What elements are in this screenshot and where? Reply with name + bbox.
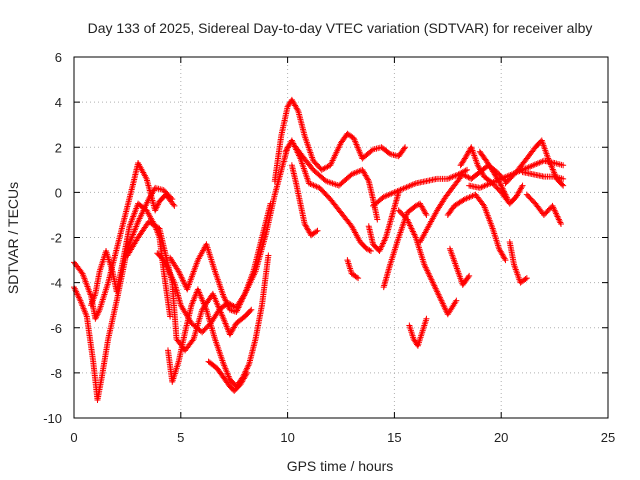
data-point xyxy=(466,272,473,279)
data-point xyxy=(453,297,460,304)
series-track-23 xyxy=(444,191,509,264)
data-point xyxy=(559,181,566,188)
data-point xyxy=(464,166,471,173)
data-point xyxy=(294,106,301,113)
series-track-13 xyxy=(344,257,362,282)
data-point xyxy=(353,274,360,281)
x-tick-label: 10 xyxy=(280,430,294,445)
data-point xyxy=(423,211,430,218)
data-point xyxy=(151,186,158,193)
y-tick-label: -4 xyxy=(50,276,62,291)
x-tick-label: 0 xyxy=(70,430,77,445)
data-point xyxy=(244,369,251,376)
x-axis-label: GPS time / hours xyxy=(287,458,394,474)
data-point xyxy=(168,194,175,201)
data-point xyxy=(366,247,373,254)
data-point xyxy=(519,182,526,189)
series-track-14 xyxy=(365,189,402,255)
x-tick-label: 15 xyxy=(387,430,401,445)
data-point xyxy=(401,145,408,152)
series-track-22 xyxy=(476,148,511,203)
data-point xyxy=(265,252,272,259)
data-point xyxy=(313,228,320,235)
series-track-3 xyxy=(88,200,174,320)
data-point xyxy=(465,274,472,281)
data-point xyxy=(374,216,381,223)
data-point xyxy=(367,248,374,255)
axes-layer: 0 5 10 15 20 25 -10 -8 -6 -4 -2 0 2 4 6 xyxy=(43,50,615,445)
data-point xyxy=(314,227,321,234)
data-point xyxy=(523,275,530,282)
data-point xyxy=(480,201,487,208)
data-point xyxy=(267,200,274,207)
data-point xyxy=(560,162,567,169)
x-tick-label: 5 xyxy=(177,430,184,445)
series-track-25 xyxy=(466,157,567,191)
data-point xyxy=(518,184,525,191)
x-tick-label: 20 xyxy=(494,430,508,445)
series-track-28 xyxy=(519,169,567,182)
data-point xyxy=(169,196,176,203)
data-point xyxy=(560,175,567,182)
y-axis-label: SDTVAR / TECUs xyxy=(5,182,21,294)
data-point xyxy=(558,220,565,227)
data-point xyxy=(385,150,392,157)
data-point xyxy=(248,306,255,313)
data-point xyxy=(462,167,469,174)
y-tick-label: 2 xyxy=(55,140,62,155)
data-point xyxy=(504,196,511,203)
series-track-24 xyxy=(506,239,530,286)
y-tick-label: 0 xyxy=(55,185,62,200)
data-point xyxy=(189,337,196,344)
series-track-27 xyxy=(523,191,565,227)
data-point xyxy=(402,144,409,151)
series-track-7 xyxy=(167,200,274,315)
series-track-15 xyxy=(370,166,471,209)
data-point xyxy=(243,371,250,378)
series-track-18 xyxy=(406,315,430,349)
series-track-20 xyxy=(446,245,473,288)
series-track-4 xyxy=(124,218,255,354)
data-point xyxy=(423,315,430,322)
data-point xyxy=(422,210,429,217)
y-tick-label: -2 xyxy=(50,231,62,246)
data-point xyxy=(460,196,467,203)
chart-title: Day 133 of 2025, Sidereal Day-to-day VTE… xyxy=(88,20,593,36)
data-point xyxy=(364,176,371,183)
y-tick-label: -10 xyxy=(43,411,62,426)
series-track-8 xyxy=(205,358,251,394)
data-points-layer xyxy=(71,96,567,403)
data-point xyxy=(368,147,375,154)
data-point xyxy=(522,276,529,283)
data-point xyxy=(355,275,362,282)
series-track-11 xyxy=(288,162,321,239)
data-point xyxy=(78,269,85,276)
y-tick-label: 4 xyxy=(55,95,62,110)
data-point xyxy=(171,202,178,209)
y-tick-label: 6 xyxy=(55,50,62,65)
data-point xyxy=(247,307,254,314)
y-tick-label: -8 xyxy=(50,366,62,381)
x-tick-label: 25 xyxy=(601,430,615,445)
series-track-9 xyxy=(271,96,409,185)
series-track-17 xyxy=(395,207,460,318)
data-point xyxy=(502,257,509,264)
data-point xyxy=(560,182,567,189)
data-point xyxy=(501,255,508,262)
series-track-12 xyxy=(291,141,381,223)
data-point xyxy=(170,201,177,208)
y-tick-label: -6 xyxy=(50,321,62,336)
